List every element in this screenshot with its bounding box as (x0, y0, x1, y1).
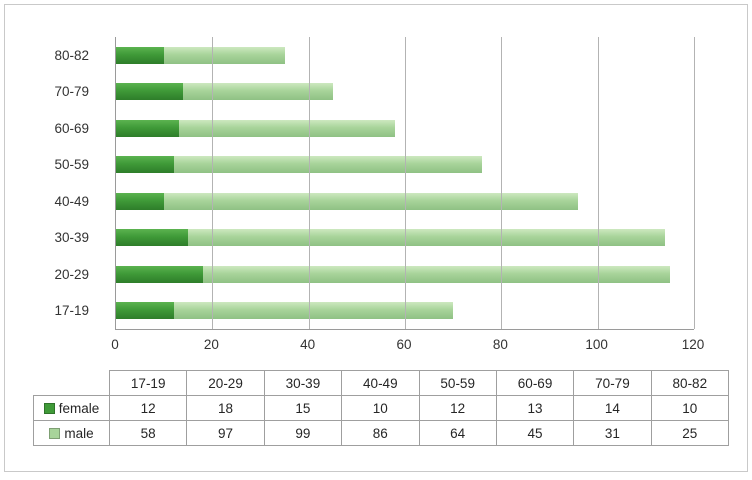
table-header-cell: 50-59 (418, 370, 497, 396)
table-header-cell: 80-82 (650, 370, 730, 396)
bar-segment-male[interactable] (173, 156, 483, 174)
x-axis-tick-label: 120 (681, 337, 705, 352)
legend-label: male (64, 425, 94, 441)
bar-segment-female[interactable] (116, 192, 165, 210)
table-row: male 58 97 99 86 64 45 31 25 (33, 420, 730, 446)
gridline (308, 37, 310, 329)
table-row: female 12 18 15 10 12 13 14 10 (33, 395, 730, 421)
stacked-bar-17-19[interactable] (116, 302, 694, 320)
bar-segment-female[interactable] (116, 46, 165, 64)
table-header-cell: 40-49 (341, 370, 420, 396)
stacked-bar-20-29[interactable] (116, 265, 694, 283)
table-value-cell: 10 (650, 395, 730, 421)
chart-frame: 80-82 70-79 60-69 50-59 40-49 30-39 20-29 17-19… (4, 4, 748, 472)
bar-row (116, 256, 694, 293)
data-table-body: 17-19 20-29 30-39 40-49 50-59 60-69 70-79 80-82… (33, 370, 730, 446)
table-value-cell: 97 (186, 420, 265, 446)
legend-swatch-male (49, 427, 61, 439)
bar-segment-female[interactable] (116, 302, 174, 320)
bar-segment-female[interactable] (116, 229, 189, 247)
bar-row (116, 74, 694, 111)
bar-segment-male[interactable] (188, 229, 666, 247)
gridline (597, 37, 599, 329)
stacked-bar-50-59[interactable] (116, 156, 694, 174)
legend-cell-female: female (33, 395, 110, 421)
table-header-cell: 60-69 (495, 370, 575, 396)
bar-segment-female[interactable] (116, 265, 203, 283)
x-axis-tick-label: 100 (585, 337, 608, 352)
table-value-cell: 58 (108, 420, 188, 446)
bar-segment-male[interactable] (173, 302, 454, 320)
data-table: 17-19 20-29 30-39 40-49 50-59 60-69 70-79 80-82… (33, 370, 730, 446)
table-header-cell: 17-19 (108, 370, 188, 396)
gridline (501, 37, 503, 329)
y-axis-label: 40-49 (54, 193, 89, 209)
bar-rows (116, 37, 694, 329)
y-axis-label: 80-82 (54, 47, 89, 63)
y-axis-labels: 80-82 70-79 60-69 50-59 40-49 30-39 20-29 17-19 (5, 37, 103, 329)
bar-row (116, 220, 694, 257)
table-value-cell: 86 (341, 420, 420, 446)
y-axis-label: 50-59 (54, 157, 89, 173)
table-value-cell: 12 (108, 395, 188, 421)
legend-cell-male: male (33, 420, 110, 446)
table-value-cell: 31 (573, 420, 652, 446)
table-value-cell: 13 (495, 395, 575, 421)
bar-segment-male[interactable] (202, 265, 670, 283)
table-header-cell: 70-79 (573, 370, 652, 396)
table-value-cell: 99 (263, 420, 343, 446)
y-axis-label: 60-69 (54, 120, 89, 136)
bar-row (116, 293, 694, 330)
table-value-cell: 45 (495, 420, 575, 446)
plot-area (115, 37, 695, 330)
x-axis-tick-label: 60 (396, 337, 412, 352)
table-value-cell: 15 (263, 395, 343, 421)
table-value-cell: 12 (418, 395, 497, 421)
stacked-bar-60-69[interactable] (116, 119, 694, 137)
x-axis-tick-label: 20 (203, 337, 219, 352)
x-axis-tick-label: 40 (300, 337, 316, 352)
table-value-cell: 25 (650, 420, 730, 446)
bar-row (116, 37, 694, 74)
legend-swatch-female (43, 402, 55, 414)
stacked-bar-chart: 80-82 70-79 60-69 50-59 40-49 30-39 20-29 17-19… (5, 15, 749, 365)
x-axis-tick-label: 80 (492, 337, 508, 352)
table-header-row: 17-19 20-29 30-39 40-49 50-59 60-69 70-79 80-82 (33, 370, 730, 396)
y-axis-label: 30-39 (54, 230, 89, 246)
bar-row (116, 147, 694, 184)
y-axis-label: 17-19 (54, 303, 89, 319)
table-header-cell: 30-39 (263, 370, 343, 396)
gridline (405, 37, 406, 329)
stacked-bar-40-49[interactable] (116, 192, 694, 210)
table-header-cell: 20-29 (186, 370, 265, 396)
bar-segment-female[interactable] (116, 156, 174, 174)
bar-segment-male[interactable] (164, 192, 579, 210)
bar-segment-female[interactable] (116, 119, 179, 137)
bar-segment-male[interactable] (183, 83, 333, 101)
stacked-bar-30-39[interactable] (116, 229, 694, 247)
legend-label: female (58, 400, 100, 416)
stacked-bar-70-79[interactable] (116, 83, 694, 101)
stacked-bar-80-82[interactable] (116, 46, 694, 64)
y-axis-label: 20-29 (54, 266, 89, 282)
bar-segment-male[interactable] (178, 119, 396, 137)
bar-segment-female[interactable] (116, 83, 184, 101)
table-value-cell: 10 (341, 395, 420, 421)
table-value-cell: 64 (418, 420, 497, 446)
gridline (212, 37, 214, 329)
table-corner-cell (33, 370, 110, 396)
bar-row (116, 110, 694, 147)
bar-segment-male[interactable] (164, 46, 285, 64)
y-axis-label: 70-79 (54, 84, 89, 100)
gridline (694, 37, 695, 329)
table-value-cell: 14 (573, 395, 652, 421)
table-value-cell: 18 (186, 395, 265, 421)
x-axis-tick-label: 0 (111, 337, 119, 352)
bar-row (116, 183, 694, 220)
